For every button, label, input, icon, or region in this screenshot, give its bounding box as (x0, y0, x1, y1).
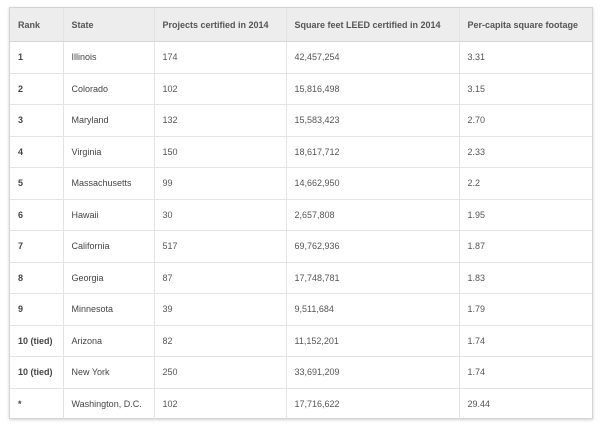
projects-cell: 99 (154, 167, 287, 200)
per-capita-cell: 1.87 (459, 230, 592, 263)
per-capita-cell: 1.79 (459, 293, 592, 326)
per-capita-cell: 29.44 (467, 398, 491, 409)
per-capita-cell: 3.31 (459, 41, 592, 74)
rank-cell: * (10, 388, 64, 419)
state-cell: Maryland (63, 104, 155, 137)
per-capita-cell: 2.70 (459, 104, 592, 137)
table-row: 1 Illinois 174 42,457,254 3.31 (10, 41, 592, 74)
rank-cell: 10 (tied) (10, 356, 64, 389)
square-feet-cell: 18,617,712 (286, 136, 460, 168)
state-cell: Hawaii (63, 199, 155, 231)
square-feet-cell: 69,762,936 (286, 230, 460, 263)
state-cell: Washington, D.C. (63, 388, 155, 419)
per-capita-cell: 2.2 (459, 167, 592, 200)
projects-cell: 150 (154, 136, 287, 168)
table-header: Rank State Projects certified in 2014 Sq… (10, 8, 592, 42)
table-row: 8 Georgia 87 17,748,781 1.83 (10, 262, 592, 294)
state-cell: Minnesota (63, 293, 155, 326)
table-row: 7 California 517 69,762,936 1.87 (10, 230, 592, 263)
state-cell: Georgia (63, 262, 155, 294)
rank-cell: 10 (tied) (10, 325, 64, 357)
header-per-capita: Per-capita square footage (459, 8, 592, 42)
header-projects: Projects certified in 2014 (154, 8, 287, 42)
per-capita-cell: 3.15 (459, 73, 592, 105)
rank-cell: 8 (10, 262, 64, 294)
rank-cell: 3 (10, 104, 64, 137)
table-row: 3 Maryland 132 15,583,423 2.70 (10, 104, 592, 137)
square-feet-cell: 42,457,254 (286, 41, 460, 74)
table-row: 9 Minnesota 39 9,511,684 1.79 (10, 293, 592, 326)
leed-rankings-table: Rank State Projects certified in 2014 Sq… (10, 8, 592, 419)
square-feet-cell: 14,662,950 (286, 167, 460, 200)
projects-cell: 102 (154, 73, 287, 105)
square-feet-cell: 15,583,423 (286, 104, 460, 137)
projects-cell: 174 (154, 41, 287, 74)
state-cell: Massachusetts (63, 167, 155, 200)
rank-cell: 1 (10, 41, 64, 74)
square-feet-cell: 2,657,808 (286, 199, 460, 231)
rank-cell: 7 (10, 230, 64, 263)
square-feet-cell: 11,152,201 (286, 325, 460, 357)
projects-cell: 39 (154, 293, 287, 326)
square-feet-cell: 9,511,684 (286, 293, 460, 326)
table-row: 10 (tied) New York 250 33,691,209 1.74 (10, 356, 592, 389)
per-capita-cell: 1.95 (459, 199, 592, 231)
header-rank: Rank (10, 8, 64, 42)
rank-cell: 5 (10, 167, 64, 200)
rank-cell: 4 (10, 136, 64, 168)
rank-cell: 6 (10, 199, 64, 231)
per-capita-cell: 1.74 (459, 356, 592, 389)
square-feet-cell: 17,748,781 (286, 262, 460, 294)
table-row: 4 Virginia 150 18,617,712 2.33 (10, 136, 592, 168)
table-row: 10 (tied) Arizona 82 11,152,201 1.74 (10, 325, 592, 357)
table-row: * Washington, D.C. 102 17,716,622 29.44 (10, 388, 592, 419)
header-state: State (63, 8, 155, 42)
table-row: 5 Massachusetts 99 14,662,950 2.2 (10, 167, 592, 200)
projects-cell: 87 (154, 262, 287, 294)
per-capita-cell: 1.74 (459, 325, 592, 357)
state-cell: Illinois (63, 41, 155, 74)
square-feet-cell: 17,716,622 (286, 388, 460, 419)
rank-cell: 2 (10, 73, 64, 105)
square-feet-cell: 15,816,498 (286, 73, 460, 105)
projects-cell: 102 (154, 388, 287, 419)
header-row: Rank State Projects certified in 2014 Sq… (10, 8, 592, 42)
square-feet-cell: 33,691,209 (286, 356, 460, 389)
projects-cell: 250 (154, 356, 287, 389)
table-row: 2 Colorado 102 15,816,498 3.15 (10, 73, 592, 105)
table-row: 6 Hawaii 30 2,657,808 1.95 (10, 199, 592, 231)
per-capita-cell: 2.33 (459, 136, 592, 168)
leed-rankings-table-frame: Rank State Projects certified in 2014 Sq… (9, 7, 593, 419)
per-capita-cell: 1.83 (459, 262, 592, 294)
state-cell: Colorado (63, 73, 155, 105)
projects-cell: 30 (154, 199, 287, 231)
projects-cell: 517 (154, 230, 287, 263)
state-cell: Arizona (63, 325, 155, 357)
state-cell: New York (63, 356, 155, 389)
projects-cell: 82 (154, 325, 287, 357)
table-body: 1 Illinois 174 42,457,254 3.31 2 Colorado 102 15… (10, 41, 592, 419)
header-square-feet: Square feet LEED certified in 2014 (286, 8, 460, 42)
state-cell: California (63, 230, 155, 263)
rank-cell: 9 (10, 293, 64, 326)
state-cell: Virginia (63, 136, 155, 168)
projects-cell: 132 (154, 104, 287, 137)
